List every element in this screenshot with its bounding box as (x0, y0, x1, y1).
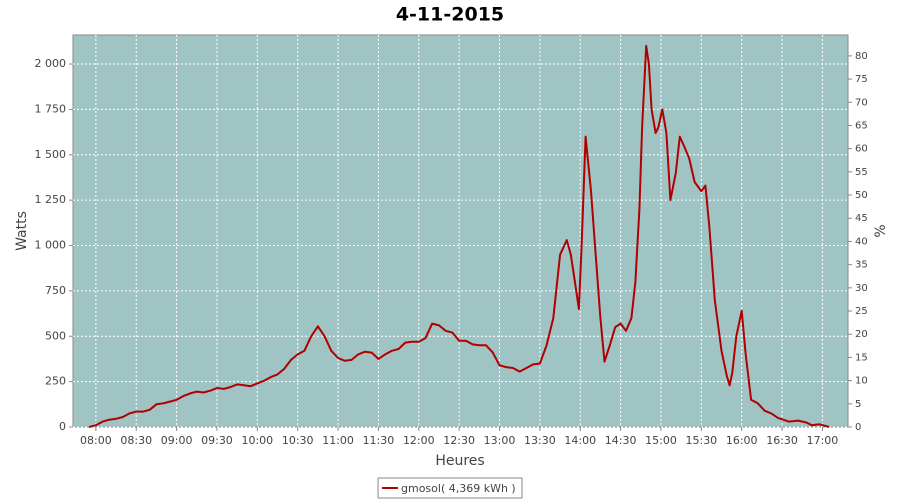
y-tick-label: 250 (45, 375, 66, 388)
y2-axis-title: % (873, 224, 889, 237)
y2-tick-label: 5 (855, 399, 861, 410)
y2-tick-label: 0 (855, 422, 861, 433)
x-tick-label: 15:00 (645, 434, 677, 447)
y2-tick-label: 20 (855, 329, 868, 340)
legend-label: gmosol( 4,369 kWh ) (401, 482, 516, 495)
x-tick-label: 11:00 (322, 434, 354, 447)
x-tick-label: 08:00 (80, 434, 112, 447)
y2-tick-label: 25 (855, 306, 868, 317)
y2-tick-label: 60 (855, 144, 868, 155)
y2-tick-label: 15 (855, 352, 868, 363)
x-tick-label: 10:30 (282, 434, 314, 447)
x-tick-label: 14:00 (564, 434, 596, 447)
x-tick-label: 16:30 (766, 434, 798, 447)
line-series (88, 44, 830, 428)
y2-tick-label: 45 (855, 213, 868, 224)
y2-tick-label: 55 (855, 167, 868, 178)
y-tick-label: 500 (45, 329, 66, 342)
y-tick-label: 1 000 (35, 239, 67, 252)
x-tick-label: 11:30 (363, 434, 395, 447)
y2-tick-label: 30 (855, 283, 868, 294)
plot-area (72, 34, 849, 428)
x-tick-label: 17:00 (807, 434, 839, 447)
x-tick-label: 12:30 (443, 434, 475, 447)
x-tick-label: 08:30 (120, 434, 152, 447)
y-tick-label: 0 (59, 420, 66, 433)
x-tick-label: 09:00 (161, 434, 193, 447)
y2-tick-label: 70 (855, 97, 868, 108)
x-axis-title: Heures (435, 453, 484, 469)
y2-tick-label: 35 (855, 260, 868, 271)
y-tick-label: 1 750 (35, 102, 67, 115)
y-axis-title: Watts (14, 211, 30, 251)
x-tick-label: 15:30 (685, 434, 717, 447)
x-tick-label: 13:00 (484, 434, 516, 447)
y-tick-label: 1 250 (35, 193, 67, 206)
x-tick-label: 14:30 (605, 434, 637, 447)
y2-tick-label: 80 (855, 51, 868, 62)
x-tick-label: 09:30 (201, 434, 233, 447)
y-tick-label: 2 000 (35, 57, 67, 70)
legend (377, 477, 523, 499)
x-tick-label: 12:00 (403, 434, 435, 447)
y-tick-label: 1 500 (35, 148, 67, 161)
y2-tick-label: 65 (855, 120, 868, 131)
y2-tick-label: 10 (855, 376, 868, 387)
x-tick-label: 16:00 (726, 434, 758, 447)
y2-tick-label: 75 (855, 74, 868, 85)
y2-tick-label: 40 (855, 236, 868, 247)
y2-tick-label: 50 (855, 190, 868, 201)
x-tick-label: 10:00 (241, 434, 273, 447)
x-tick-label: 13:30 (524, 434, 556, 447)
y-tick-label: 750 (45, 284, 66, 297)
chart-title: 4-11-2015 (396, 4, 504, 26)
